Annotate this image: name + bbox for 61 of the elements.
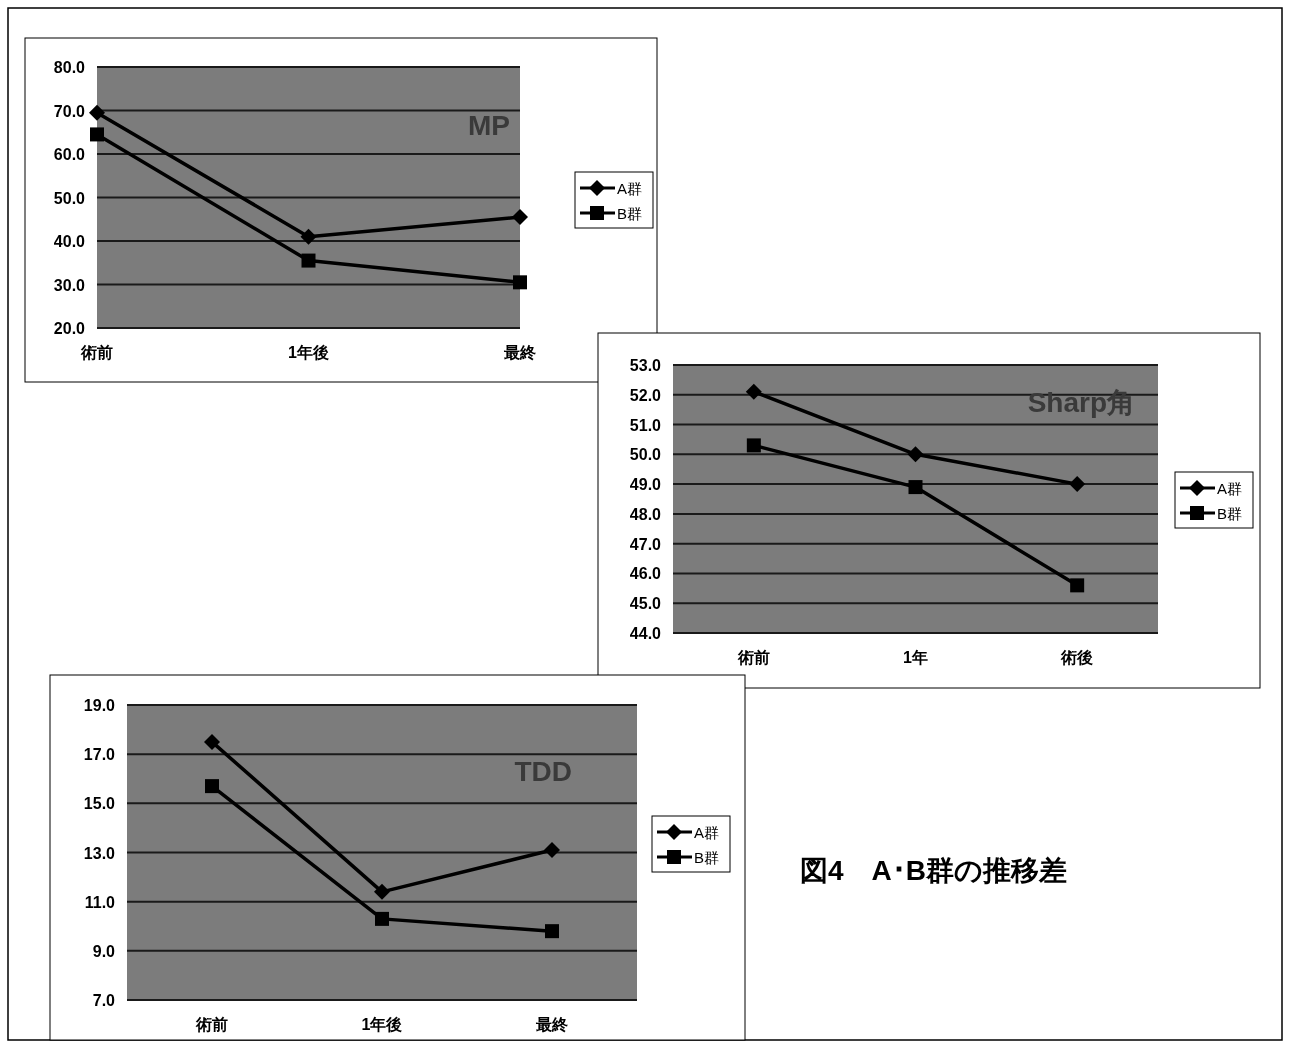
y-tick-label: 30.0 <box>53 276 86 294</box>
x-tick-label: 最終 <box>503 344 536 361</box>
y-tick-label: 9.0 <box>92 942 116 960</box>
point <box>300 228 317 245</box>
y-tick-label: 46.0 <box>629 565 662 583</box>
y-tick-label: 40.0 <box>53 233 86 250</box>
legend-label: B群 <box>694 849 720 866</box>
point <box>746 438 761 453</box>
x-tick-label: 術後 <box>1060 649 1094 666</box>
y-tick-label: 47.0 <box>629 535 662 553</box>
x-tick-label: 1年 <box>903 649 928 666</box>
point <box>512 209 528 226</box>
y-tick-label: 19.0 <box>83 697 116 714</box>
y-tick-label: 52.0 <box>629 386 662 404</box>
y-tick-label: 11.0 <box>84 893 116 911</box>
text: 図4 A･B群の推移差 <box>800 855 1068 886</box>
x-tick-label: 1年後 <box>361 1016 403 1033</box>
legend-label: A群 <box>1217 480 1243 497</box>
text: MP <box>468 110 510 141</box>
point <box>908 480 923 495</box>
x-tick-label: 術前 <box>80 344 113 361</box>
point <box>745 383 762 400</box>
y-tick-label: 15.0 <box>83 795 116 813</box>
x-tick-label: 術前 <box>195 1016 228 1033</box>
point <box>89 104 105 121</box>
y-tick-label: 53.0 <box>629 357 662 374</box>
y-tick-label: 50.0 <box>53 189 86 207</box>
y-tick-label: 48.0 <box>629 505 662 523</box>
point <box>907 446 924 463</box>
point <box>374 883 390 900</box>
x-tick-label: 1年後 <box>288 344 329 361</box>
point <box>513 275 527 290</box>
y-tick-label: 60.0 <box>53 146 86 163</box>
y-tick-label: 45.0 <box>629 595 662 613</box>
legend-label: A群 <box>617 180 643 197</box>
point <box>301 253 316 268</box>
y-tick-label: 7.0 <box>92 992 116 1009</box>
legend-label: B群 <box>1217 505 1243 522</box>
point <box>1070 578 1085 593</box>
y-tick-label: 20.0 <box>53 320 86 337</box>
point <box>205 779 219 794</box>
point <box>375 911 389 926</box>
x-tick-label: 最終 <box>535 1016 568 1033</box>
point <box>1069 476 1086 493</box>
text: TDD <box>514 756 572 787</box>
y-tick-label: 70.0 <box>53 102 86 120</box>
legend-label: B群 <box>617 205 643 222</box>
y-tick-label: 80.0 <box>53 59 86 76</box>
point <box>544 842 560 859</box>
text: Sharp角 <box>1027 387 1135 418</box>
y-tick-label: 13.0 <box>83 844 116 862</box>
y-tick-label: 44.0 <box>629 625 662 642</box>
y-tick-label: 51.0 <box>629 416 662 434</box>
y-tick-label: 49.0 <box>629 476 662 494</box>
x-tick-label: 術前 <box>736 649 770 666</box>
y-tick-label: 17.0 <box>83 746 116 764</box>
legend-label: A群 <box>694 824 720 841</box>
point <box>204 733 220 750</box>
y-tick-label: 50.0 <box>629 446 662 464</box>
point <box>545 924 559 939</box>
point <box>90 127 104 142</box>
